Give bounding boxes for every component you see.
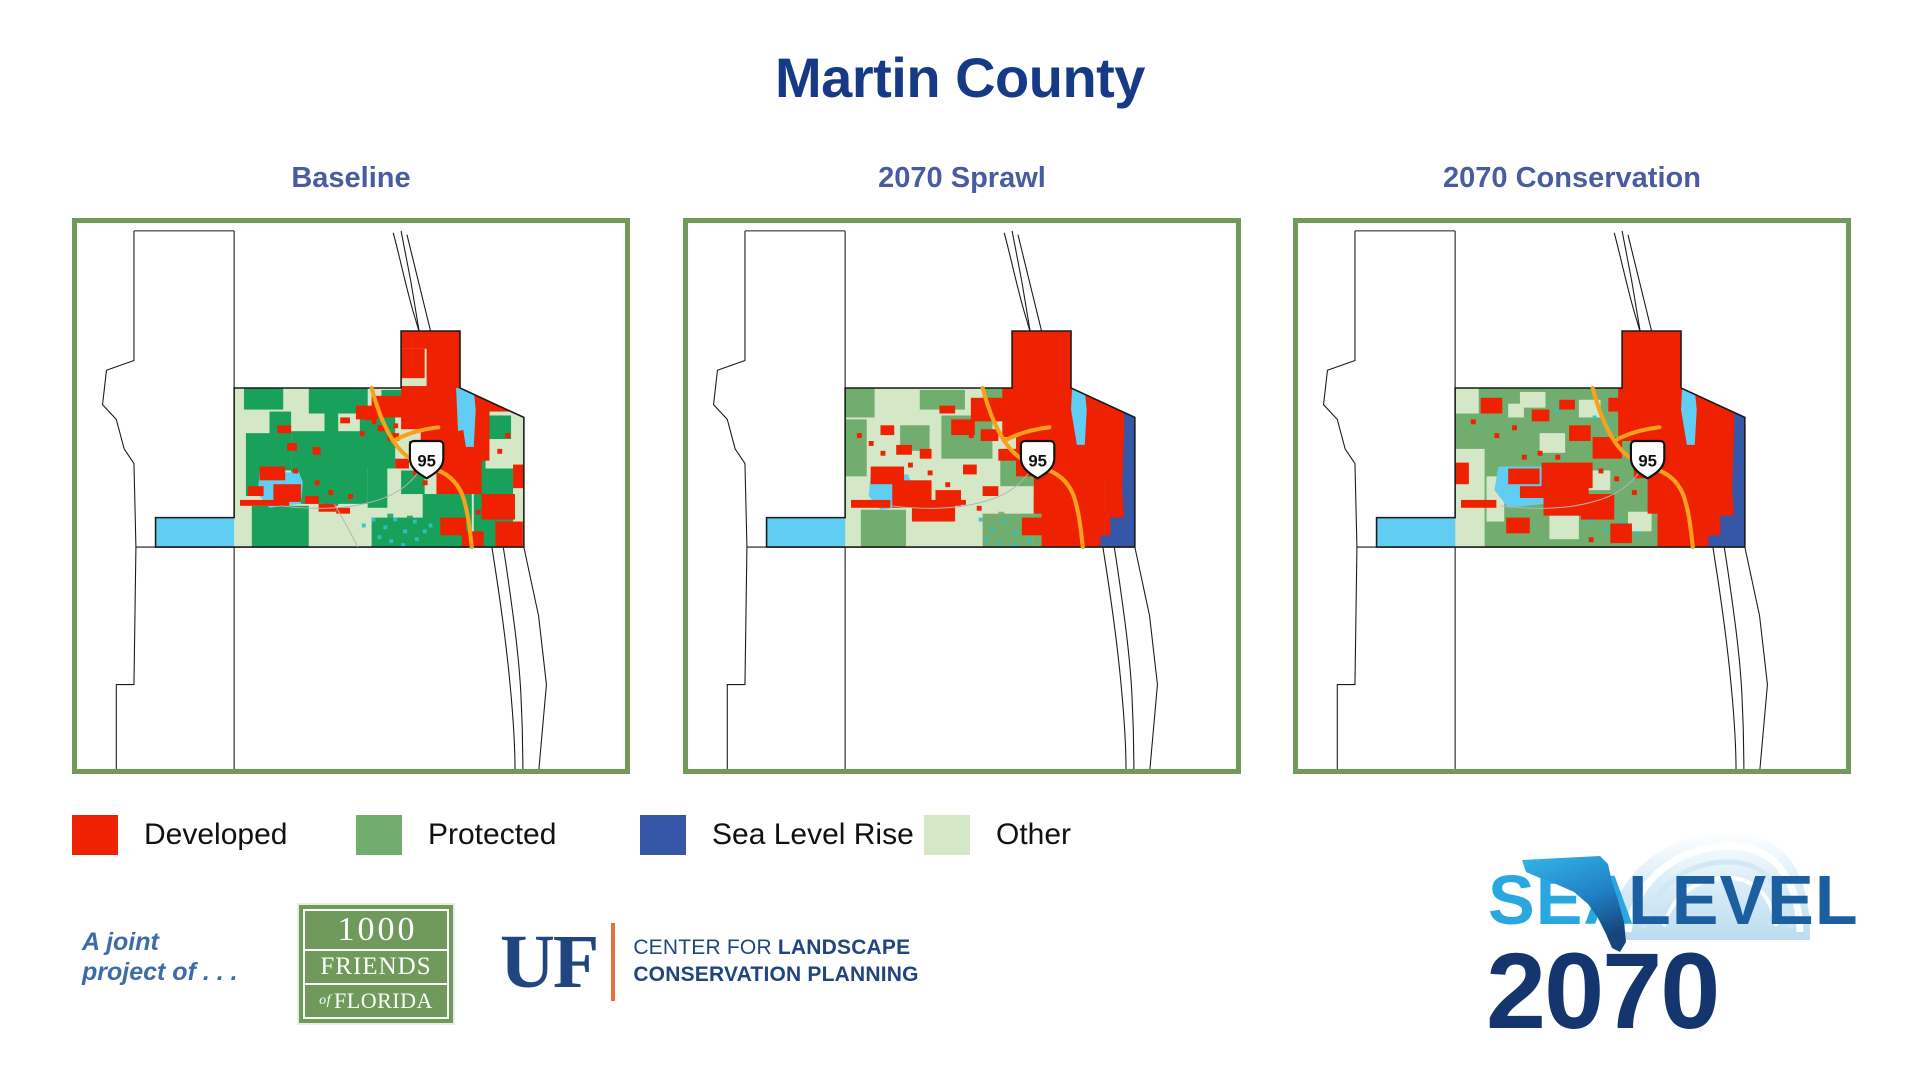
- map-panel-sprawl[interactable]: 2070 Sprawl: [683, 162, 1241, 774]
- logo-text-level: LEVEL: [1628, 861, 1859, 939]
- florida-silhouette: [1522, 856, 1626, 952]
- joint-project-text: A joint project of . . .: [82, 928, 292, 987]
- county-boundary-baseline: [154, 330, 525, 548]
- minor-roads: [279, 468, 422, 548]
- uf-center-line2: CONSERVATION PLANNING: [633, 963, 919, 986]
- minor-roads: [890, 468, 1033, 509]
- kff-line-friends: FRIENDS: [305, 951, 447, 985]
- sea-level-rise-overlay: [1694, 360, 1745, 548]
- map-frame-baseline: 95: [72, 218, 630, 774]
- lake-okeechobee: [1376, 437, 1456, 548]
- county-landcover-baseline: [155, 331, 524, 548]
- legend-swatch-sea-level-rise: [640, 815, 686, 855]
- joint-project-line1: A joint: [82, 928, 159, 956]
- panel-title-conservation: 2070 Conservation: [1443, 162, 1701, 194]
- logo-sea-level-2070[interactable]: SEA LEVEL 2070: [1480, 828, 1900, 1044]
- legend-item-developed[interactable]: Developed: [72, 812, 287, 858]
- legend-item-sea-level-rise[interactable]: Sea Level Rise: [640, 812, 914, 858]
- legend-label-sea-level-rise: Sea Level Rise: [712, 818, 914, 851]
- lake-okeechobee: [766, 437, 846, 548]
- svg-text:95: 95: [417, 452, 436, 471]
- legend-label-developed: Developed: [144, 818, 288, 851]
- kff-word-of: of: [319, 993, 332, 1008]
- panel-title-sprawl: 2070 Sprawl: [878, 162, 1046, 194]
- svg-text:95: 95: [1028, 452, 1047, 471]
- lake-okeechobee: [155, 437, 235, 548]
- map-conservation[interactable]: 95: [1298, 223, 1846, 769]
- interstate-95-shield: 95: [1019, 439, 1056, 480]
- joint-project-line2: project of . . .: [82, 957, 238, 986]
- county-boundary-conservation: [1375, 330, 1746, 548]
- map-frame-sprawl: 95: [683, 218, 1241, 774]
- logo-1000-friends-of-florida[interactable]: 1000 FRIENDS of FLORIDA: [297, 903, 455, 1025]
- legend-label-protected: Protected: [428, 818, 557, 851]
- uf-wordmark: UF: [500, 920, 599, 1004]
- uf-center-line1: CENTER FOR LANDSCAPE: [633, 935, 918, 962]
- kff-line-of-florida: of FLORIDA: [305, 985, 447, 1017]
- logo-uf-center[interactable]: UF CENTER FOR LANDSCAPE CONSERVATION PLA…: [500, 910, 919, 1014]
- panel-title-baseline: Baseline: [291, 162, 411, 194]
- county-boundary-sprawl: [765, 330, 1136, 548]
- legend-swatch-other: [924, 815, 970, 855]
- legend-item-other[interactable]: Other: [924, 812, 1071, 858]
- wave-graphic: [1608, 832, 1810, 940]
- kff-line-1000: 1000: [305, 911, 447, 951]
- map-panel-conservation[interactable]: 2070 Conservation: [1293, 162, 1851, 774]
- map-panel-baseline[interactable]: Baseline: [72, 162, 630, 774]
- uf-divider-bar: [611, 923, 616, 1001]
- legend-swatch-protected: [356, 815, 402, 855]
- map-frame-conservation: 95: [1293, 218, 1851, 774]
- sea-level-2070-artwork: SEA LEVEL 2070: [1486, 832, 1859, 1044]
- map-baseline[interactable]: 95: [77, 223, 625, 769]
- county-landcover-sprawl: [766, 331, 1135, 548]
- legend-item-protected[interactable]: Protected: [356, 812, 556, 858]
- kff-word-florida: FLORIDA: [334, 988, 433, 1013]
- county-landcover-conservation: [1376, 331, 1745, 548]
- logo-text-2070: 2070: [1486, 930, 1718, 1044]
- minor-roads: [1500, 468, 1643, 509]
- legend-swatch-developed: [72, 815, 118, 855]
- interstate-95-shield: 95: [1629, 439, 1666, 480]
- map-sprawl[interactable]: 95: [688, 223, 1236, 769]
- legend: Developed Protected Sea Level Rise Other: [72, 812, 1192, 858]
- svg-text:95: 95: [1638, 452, 1657, 471]
- legend-label-other: Other: [996, 818, 1072, 851]
- interstate-95-shield: 95: [408, 439, 445, 480]
- uf-center-line1-plain: CENTER FOR: [633, 936, 778, 960]
- page-title: Martin County: [775, 46, 1145, 109]
- uf-center-name: CENTER FOR LANDSCAPE CONSERVATION PLANNI…: [633, 935, 918, 989]
- uf-center-line1-bold: LANDSCAPE: [777, 936, 911, 960]
